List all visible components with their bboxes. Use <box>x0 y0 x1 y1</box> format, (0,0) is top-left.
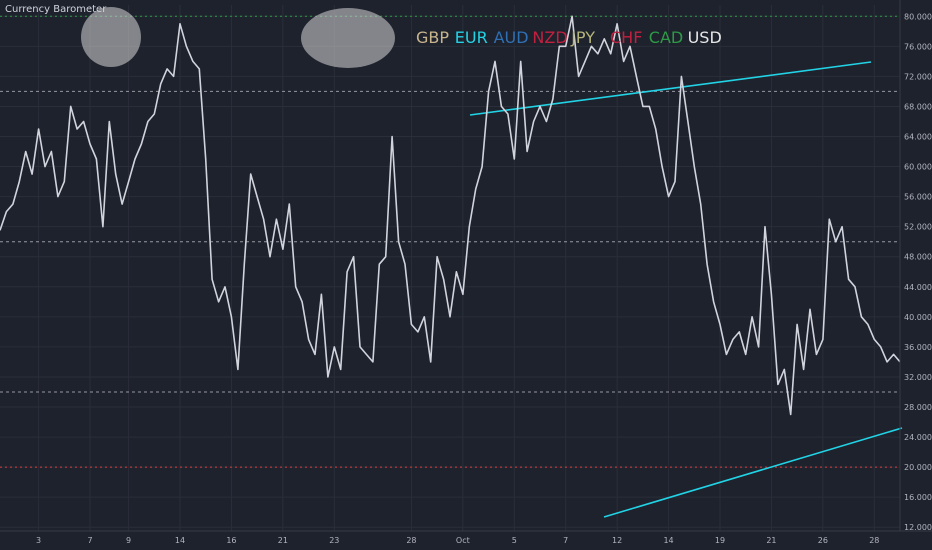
legend-item: NZD <box>532 28 567 47</box>
x-tick-label: 12 <box>612 536 622 545</box>
x-tick-label: 7 <box>563 536 568 545</box>
y-tick-label: 12.00000 <box>904 523 932 532</box>
y-tick-label: 80.00000 <box>904 12 932 21</box>
x-tick-label: Oct <box>456 536 470 545</box>
y-tick-label: 72.00000 <box>904 72 932 81</box>
legend-item: USD <box>688 28 722 47</box>
y-tick-label: 64.00000 <box>904 133 932 142</box>
legend-item: EUR <box>455 28 488 47</box>
y-tick-label: 40.00000 <box>904 313 932 322</box>
legend-item: GBP <box>416 28 449 47</box>
x-tick-label: 3 <box>36 536 41 545</box>
highlight-ellipse-2[interactable] <box>301 8 395 68</box>
y-tick-label: 16.00000 <box>904 493 932 502</box>
y-tick-label: 52.00000 <box>904 223 932 232</box>
y-tick-label: 28.00000 <box>904 403 932 412</box>
x-tick-label: 14 <box>663 536 673 545</box>
y-tick-label: 24.00000 <box>904 433 932 442</box>
upper-channel-line[interactable] <box>469 61 872 116</box>
y-tick-label: 44.00000 <box>904 283 932 292</box>
x-axis[interactable]: 3 7 9 14 16 21 23 28 Oct 5 7 12 14 19 21 26 28 <box>0 530 932 545</box>
series-layer <box>0 15 901 416</box>
x-tick-label: 9 <box>126 536 131 545</box>
x-tick-label: 7 <box>87 536 92 545</box>
y-axis[interactable]: 80.00000 76.00000 72.00000 68.00000 64.00000… <box>899 0 932 532</box>
x-tick-label: 23 <box>329 536 339 545</box>
x-tick-label: 14 <box>175 536 185 545</box>
series-line[interactable] <box>0 15 901 416</box>
grid-layer <box>0 5 900 531</box>
y-tick-label: 32.00000 <box>904 373 932 382</box>
x-tick-label: 21 <box>278 536 288 545</box>
y-tick-label: 60.00000 <box>904 163 932 172</box>
highlight-ellipse-1[interactable] <box>81 7 141 67</box>
y-tick-label: 76.00000 <box>904 42 932 51</box>
y-tick-label: 68.00000 <box>904 102 932 111</box>
x-tick-label: 28 <box>869 536 879 545</box>
lower-channel-line[interactable] <box>603 427 903 518</box>
x-tick-label: 26 <box>818 536 828 545</box>
indicator-title: Currency Barometer <box>5 4 107 15</box>
y-tick-label: 56.00000 <box>904 193 932 202</box>
legend-item: JPY <box>570 28 595 47</box>
y-tick-label: 36.00000 <box>904 343 932 352</box>
y-tick-label: 20.00000 <box>904 463 932 472</box>
y-tick-label: 48.00000 <box>904 253 932 262</box>
x-tick-label: 16 <box>226 536 236 545</box>
legend-item: CAD <box>649 28 683 47</box>
legend: GBP EUR AUD NZD JPY CHF CAD USD <box>416 28 722 47</box>
legend-item: CHF <box>610 28 642 47</box>
drawing-layer <box>81 7 903 518</box>
x-tick-label: 5 <box>512 536 517 545</box>
x-tick-label: 21 <box>766 536 776 545</box>
reference-lines <box>0 15 900 468</box>
legend-item: AUD <box>494 28 529 47</box>
x-tick-label: 28 <box>406 536 416 545</box>
x-tick-label: 19 <box>715 536 725 545</box>
